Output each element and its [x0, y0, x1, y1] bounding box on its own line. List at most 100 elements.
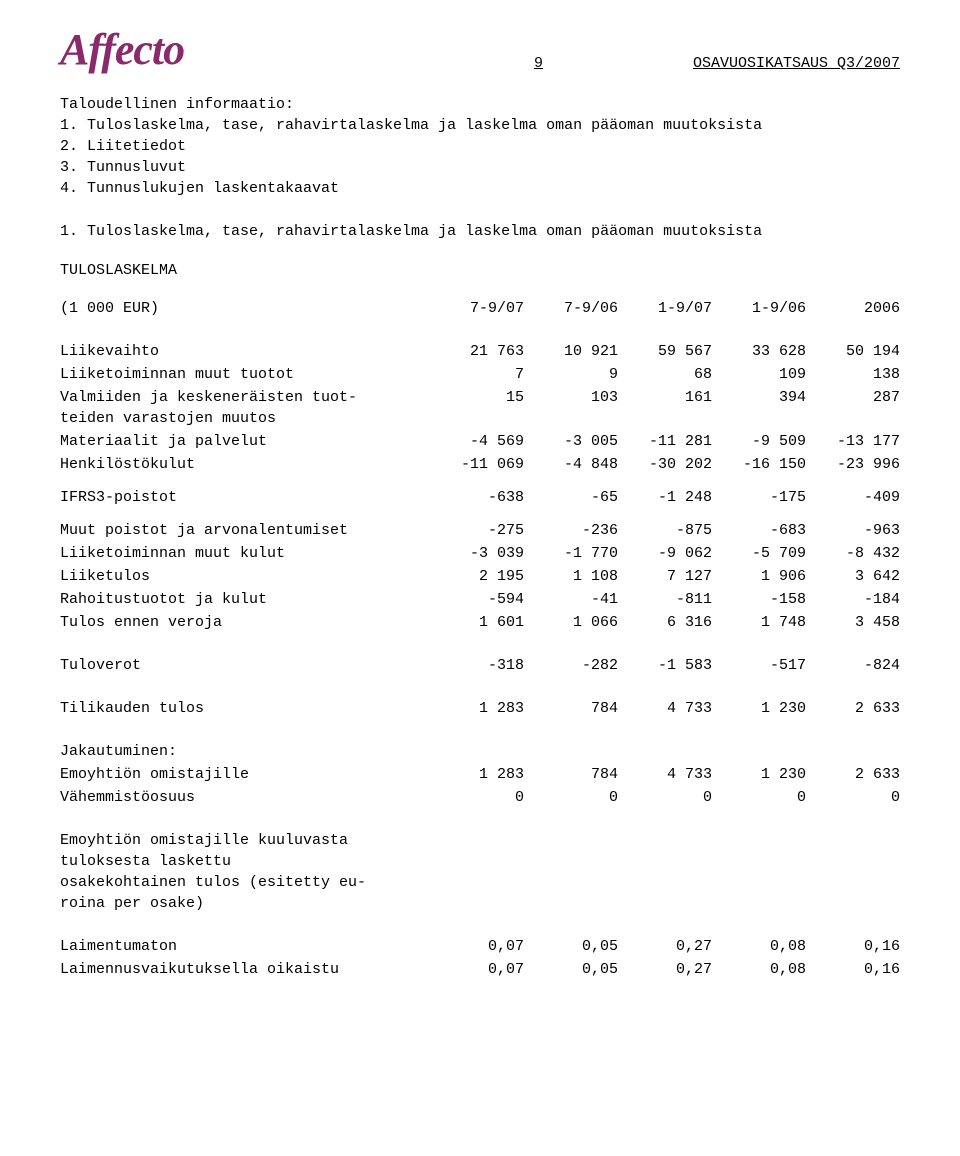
col-header: 7-9/07 — [430, 297, 524, 320]
cell-value: 0 — [524, 786, 618, 809]
table-row: Liiketoiminnan muut kulut-3 039-1 770-9 … — [60, 542, 900, 565]
row-label: Laimentumaton — [60, 935, 430, 958]
col-header: 2006 — [806, 297, 900, 320]
cell-value: 3 642 — [806, 565, 900, 588]
cell-value: 161 — [618, 386, 712, 430]
row-label: Liiketoiminnan muut kulut — [60, 542, 430, 565]
row-label: Liiketoiminnan muut tuotot — [60, 363, 430, 386]
cell-value: 0,16 — [806, 958, 900, 981]
cell-value: 1 906 — [712, 565, 806, 588]
company-logo: Affecto — [60, 28, 184, 72]
cell-value: -3 039 — [430, 542, 524, 565]
intro-item: 4. Tunnuslukujen laskentakaavat — [60, 178, 900, 199]
row-label: Liikevaihto — [60, 340, 430, 363]
table-header-row: (1 000 EUR) 7-9/07 7-9/06 1-9/07 1-9/06 … — [60, 297, 900, 320]
cell-value: -5 709 — [712, 542, 806, 565]
section-1-heading: 1. Tuloslaskelma, tase, rahavirtalaskelm… — [60, 221, 900, 242]
cell-value: -175 — [712, 486, 806, 509]
cell-value: 0,16 — [806, 935, 900, 958]
cell-value: 6 316 — [618, 611, 712, 634]
cell-value: -23 996 — [806, 453, 900, 476]
cell-value: -3 005 — [524, 430, 618, 453]
table-row: Emoyhtiön omistajille1 2837844 7331 2302… — [60, 763, 900, 786]
cell-value: -409 — [806, 486, 900, 509]
table-row: Henkilöstökulut-11 069-4 848-30 202-16 1… — [60, 453, 900, 476]
cell-value: 109 — [712, 363, 806, 386]
cell-value: -963 — [806, 519, 900, 542]
table-row: Vähemmistöosuus00000 — [60, 786, 900, 809]
cell-value: 7 127 — [618, 565, 712, 588]
intro-item: 1. Tuloslaskelma, tase, rahavirtalaskelm… — [60, 115, 900, 136]
row-label: Valmiiden ja keskeneräisten tuot- teiden… — [60, 386, 430, 430]
cell-value: 0 — [430, 786, 524, 809]
cell-value: -9 509 — [712, 430, 806, 453]
cell-value: 1 230 — [712, 763, 806, 786]
cell-value: -683 — [712, 519, 806, 542]
cell-value: 103 — [524, 386, 618, 430]
cell-value: -11 281 — [618, 430, 712, 453]
cell-value: 2 195 — [430, 565, 524, 588]
row-label: Emoyhtiön omistajille — [60, 763, 430, 786]
cell-value: -824 — [806, 654, 900, 677]
table-row: Valmiiden ja keskeneräisten tuot- teiden… — [60, 386, 900, 430]
cell-value: -638 — [430, 486, 524, 509]
cell-value: -282 — [524, 654, 618, 677]
table-row: Materiaalit ja palvelut-4 569-3 005-11 2… — [60, 430, 900, 453]
cell-value: 0 — [618, 786, 712, 809]
table-row: Rahoitustuotot ja kulut-594-41-811-158-1… — [60, 588, 900, 611]
cell-value: 1 283 — [430, 697, 524, 720]
cell-value: 2 633 — [806, 763, 900, 786]
cell-value: 15 — [430, 386, 524, 430]
eps-heading-row: Emoyhtiön omistajille kuuluvasta tulokse… — [60, 829, 900, 915]
intro-item: 2. Liitetiedot — [60, 136, 900, 157]
cell-value: -65 — [524, 486, 618, 509]
cell-value: 1 748 — [712, 611, 806, 634]
cell-value: 1 108 — [524, 565, 618, 588]
cell-value: 287 — [806, 386, 900, 430]
cell-value: 0,07 — [430, 935, 524, 958]
row-label: Materiaalit ja palvelut — [60, 430, 430, 453]
cell-value: -517 — [712, 654, 806, 677]
cell-value: 7 — [430, 363, 524, 386]
cell-value: -11 069 — [430, 453, 524, 476]
cell-value: -13 177 — [806, 430, 900, 453]
cell-value: 1 601 — [430, 611, 524, 634]
cell-value: 3 458 — [806, 611, 900, 634]
cell-value: 138 — [806, 363, 900, 386]
row-label: Liiketulos — [60, 565, 430, 588]
cell-value: 50 194 — [806, 340, 900, 363]
cell-value: 1 283 — [430, 763, 524, 786]
intro-section: Taloudellinen informaatio: 1. Tuloslaske… — [60, 94, 900, 199]
cell-value: -4 569 — [430, 430, 524, 453]
row-label: Tuloverot — [60, 654, 430, 677]
table-row: Tuloverot-318-282-1 583-517-824 — [60, 654, 900, 677]
cell-value: 0,08 — [712, 935, 806, 958]
cell-value: 9 — [524, 363, 618, 386]
cell-value: -1 770 — [524, 542, 618, 565]
section-1: 1. Tuloslaskelma, tase, rahavirtalaskelm… — [60, 221, 900, 981]
unit-label: (1 000 EUR) — [60, 297, 430, 320]
table-title: TULOSLASKELMA — [60, 260, 900, 281]
cell-value: -4 848 — [524, 453, 618, 476]
cell-value: 784 — [524, 763, 618, 786]
cell-value: -9 062 — [618, 542, 712, 565]
cell-value: 21 763 — [430, 340, 524, 363]
table-row: Liiketulos2 1951 1087 1271 9063 642 — [60, 565, 900, 588]
cell-value: 0 — [806, 786, 900, 809]
cell-value: 0,27 — [618, 958, 712, 981]
eps-heading: Emoyhtiön omistajille kuuluvasta tulokse… — [60, 829, 900, 915]
cell-value: 10 921 — [524, 340, 618, 363]
cell-value: 33 628 — [712, 340, 806, 363]
distribution-heading-row: Jakautuminen: — [60, 740, 900, 763]
cell-value: 0 — [712, 786, 806, 809]
cell-value: 0,05 — [524, 935, 618, 958]
cell-value: -8 432 — [806, 542, 900, 565]
page-number: 9 — [534, 55, 543, 72]
cell-value: -875 — [618, 519, 712, 542]
row-label: IFRS3-poistot — [60, 486, 430, 509]
cell-value: -594 — [430, 588, 524, 611]
cell-value: -811 — [618, 588, 712, 611]
cell-value: -158 — [712, 588, 806, 611]
table-row: Laimennusvaikutuksella oikaistu0,070,050… — [60, 958, 900, 981]
cell-value: 1 230 — [712, 697, 806, 720]
